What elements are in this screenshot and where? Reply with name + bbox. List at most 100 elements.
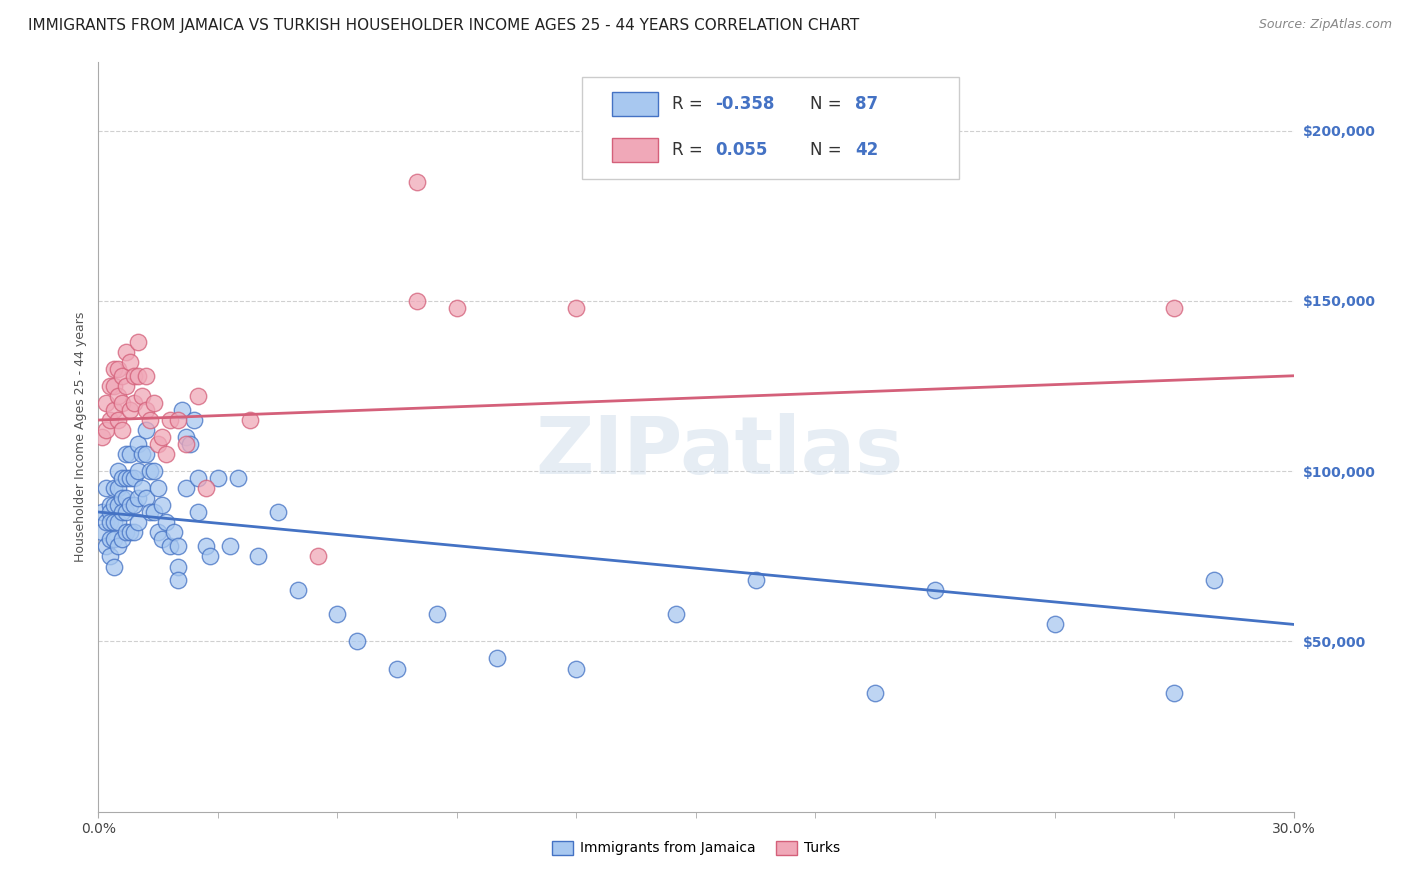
- Point: [135, 491, 157, 506]
- Point: [139, 464, 162, 478]
- Point: [111, 471, 134, 485]
- Point: [98, 515, 122, 529]
- Point: [120, 525, 142, 540]
- Point: [195, 539, 218, 553]
- Point: [115, 447, 138, 461]
- FancyBboxPatch shape: [613, 93, 658, 116]
- Point: [167, 413, 190, 427]
- Point: [127, 464, 149, 478]
- Point: [148, 525, 170, 540]
- Point: [127, 515, 149, 529]
- Point: [267, 505, 290, 519]
- Point: [98, 533, 122, 547]
- Point: [120, 355, 142, 369]
- Point: [155, 515, 177, 529]
- Point: [924, 583, 946, 598]
- Point: [326, 607, 349, 622]
- Text: N =: N =: [810, 141, 846, 159]
- Point: [163, 525, 186, 540]
- Point: [172, 402, 194, 417]
- Text: R =: R =: [672, 95, 709, 113]
- Point: [107, 515, 129, 529]
- Point: [98, 505, 122, 519]
- Point: [127, 334, 149, 349]
- Point: [124, 525, 146, 540]
- Point: [174, 481, 197, 495]
- Point: [148, 437, 170, 451]
- Legend: Immigrants from Jamaica, Turks: Immigrants from Jamaica, Turks: [547, 835, 845, 861]
- Point: [96, 396, 118, 410]
- FancyBboxPatch shape: [582, 78, 959, 178]
- Point: [107, 481, 129, 495]
- Point: [127, 437, 149, 451]
- Point: [96, 539, 118, 553]
- Point: [143, 464, 166, 478]
- Point: [107, 539, 129, 553]
- Point: [143, 396, 166, 410]
- Point: [187, 389, 209, 403]
- Point: [107, 498, 129, 512]
- Point: [115, 471, 138, 485]
- Point: [187, 471, 209, 485]
- Point: [143, 505, 166, 519]
- Point: [96, 515, 118, 529]
- Point: [98, 549, 122, 564]
- Point: [135, 402, 157, 417]
- Point: [174, 430, 197, 444]
- Point: [124, 368, 146, 383]
- Point: [115, 491, 138, 506]
- Point: [287, 583, 309, 598]
- Point: [111, 533, 134, 547]
- Point: [124, 471, 146, 485]
- Point: [124, 396, 146, 410]
- Point: [135, 423, 157, 437]
- Point: [406, 175, 429, 189]
- Text: IMMIGRANTS FROM JAMAICA VS TURKISH HOUSEHOLDER INCOME AGES 25 - 44 YEARS CORRELA: IMMIGRANTS FROM JAMAICA VS TURKISH HOUSE…: [28, 18, 859, 33]
- Point: [120, 402, 142, 417]
- Point: [111, 505, 134, 519]
- Point: [155, 447, 177, 461]
- Point: [150, 498, 173, 512]
- Point: [103, 402, 125, 417]
- Point: [406, 293, 429, 308]
- Point: [124, 498, 146, 512]
- Point: [96, 481, 118, 495]
- Point: [446, 301, 468, 315]
- Point: [120, 447, 142, 461]
- Point: [159, 413, 181, 427]
- Point: [131, 389, 153, 403]
- Text: N =: N =: [810, 95, 846, 113]
- Point: [115, 345, 138, 359]
- Point: [665, 607, 688, 622]
- Point: [107, 362, 129, 376]
- Point: [207, 471, 229, 485]
- Point: [167, 539, 190, 553]
- Point: [1163, 301, 1185, 315]
- Point: [115, 379, 138, 393]
- Point: [103, 533, 125, 547]
- Point: [135, 368, 157, 383]
- Point: [226, 471, 249, 485]
- Point: [159, 539, 181, 553]
- Point: [103, 559, 125, 574]
- Y-axis label: Householder Income Ages 25 - 44 years: Householder Income Ages 25 - 44 years: [75, 312, 87, 562]
- Point: [111, 396, 134, 410]
- Point: [115, 505, 138, 519]
- Point: [127, 491, 149, 506]
- Point: [139, 413, 162, 427]
- Point: [187, 505, 209, 519]
- Point: [111, 423, 134, 437]
- Point: [103, 362, 125, 376]
- Text: 0.055: 0.055: [716, 141, 768, 159]
- Point: [98, 413, 122, 427]
- Point: [179, 437, 201, 451]
- Text: 42: 42: [855, 141, 879, 159]
- Point: [246, 549, 269, 564]
- Text: R =: R =: [672, 141, 709, 159]
- Point: [111, 491, 134, 506]
- Point: [239, 413, 262, 427]
- Point: [219, 539, 242, 553]
- Point: [91, 430, 114, 444]
- Point: [195, 481, 218, 495]
- Point: [91, 505, 114, 519]
